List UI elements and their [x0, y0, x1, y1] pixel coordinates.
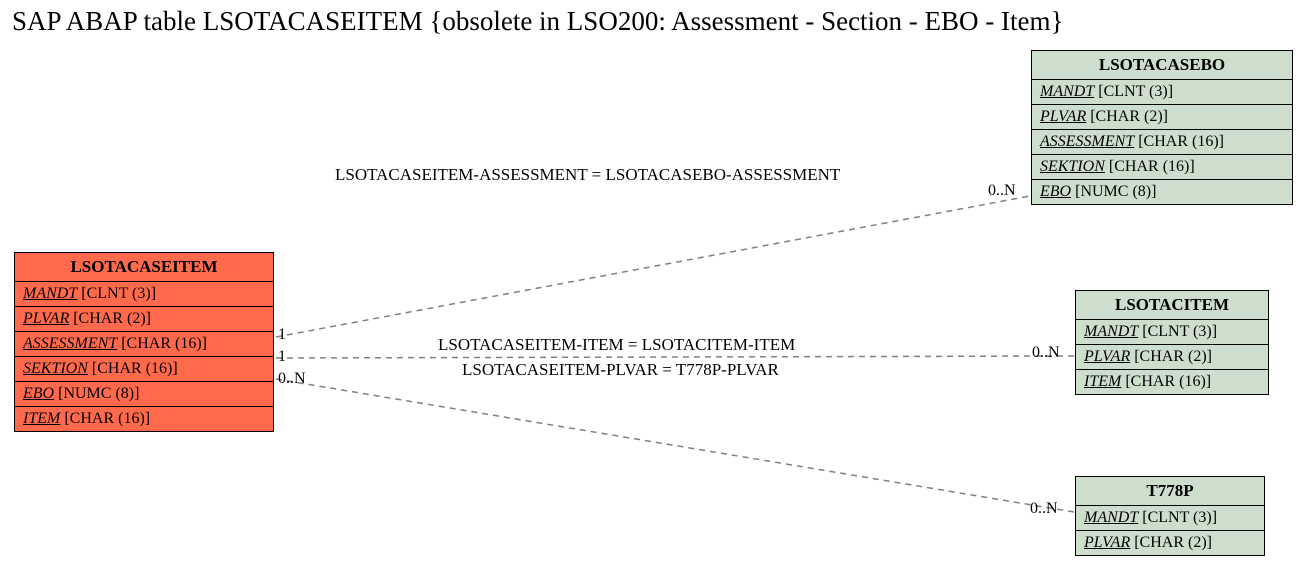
line-t778p [276, 379, 1074, 512]
field-row: MANDT [CLNT (3)] [1076, 320, 1268, 345]
cardinality-main-1b: 1 [278, 348, 286, 366]
field-name: PLVAR [1084, 348, 1130, 365]
field-row: PLVAR [CHAR (2)] [15, 307, 273, 332]
field-name: ITEM [23, 410, 60, 427]
entity-header: LSOTACASEBO [1032, 51, 1292, 80]
cardinality-main-1a: 1 [278, 326, 286, 344]
field-type: [CHAR (16)] [117, 335, 207, 352]
field-type: [CLNT (3)] [1138, 509, 1217, 526]
entity-lsotacasebo: LSOTACASEBO MANDT [CLNT (3)]PLVAR [CHAR … [1031, 50, 1293, 205]
field-row: MANDT [CLNT (3)] [15, 282, 273, 307]
field-type: [CHAR (2)] [69, 310, 151, 327]
field-type: [CHAR (2)] [1086, 108, 1168, 125]
field-type: [CHAR (16)] [60, 410, 150, 427]
field-type: [NUMC (8)] [1071, 183, 1156, 200]
entity-body: MANDT [CLNT (3)]PLVAR [CHAR (2)]ITEM [CH… [1076, 320, 1268, 394]
cardinality-t778p: 0..N [1030, 500, 1058, 518]
field-type: [CHAR (16)] [1105, 158, 1195, 175]
field-name: EBO [1040, 183, 1071, 200]
field-name: EBO [23, 385, 54, 402]
field-name: PLVAR [1084, 534, 1130, 551]
field-row: SEKTION [CHAR (16)] [1032, 155, 1292, 180]
field-type: [CHAR (2)] [1130, 534, 1212, 551]
field-type: [CHAR (16)] [1134, 133, 1224, 150]
field-row: SEKTION [CHAR (16)] [15, 357, 273, 382]
field-row: ASSESSMENT [CHAR (16)] [15, 332, 273, 357]
entity-body: MANDT [CLNT (3)]PLVAR [CHAR (2)]ASSESSME… [15, 282, 273, 431]
field-name: SEKTION [23, 360, 88, 377]
cardinality-ebo: 0..N [988, 182, 1016, 200]
line-item [276, 356, 1074, 358]
field-name: PLVAR [23, 310, 69, 327]
field-type: [CHAR (16)] [1121, 373, 1211, 390]
field-type: [CLNT (3)] [77, 285, 156, 302]
field-row: ITEM [CHAR (16)] [1076, 370, 1268, 394]
entity-lsotacaseitem: LSOTACASEITEM MANDT [CLNT (3)]PLVAR [CHA… [14, 252, 274, 432]
field-name: PLVAR [1040, 108, 1086, 125]
relation-label-assessment: LSOTACASEITEM-ASSESSMENT = LSOTACASEBO-A… [335, 165, 840, 185]
field-name: ASSESSMENT [23, 335, 117, 352]
field-row: PLVAR [CHAR (2)] [1076, 531, 1264, 555]
field-row: PLVAR [CHAR (2)] [1076, 345, 1268, 370]
field-row: ITEM [CHAR (16)] [15, 407, 273, 431]
field-row: MANDT [CLNT (3)] [1076, 506, 1264, 531]
line-ebo [276, 196, 1030, 337]
field-row: EBO [NUMC (8)] [15, 382, 273, 407]
entity-body: MANDT [CLNT (3)]PLVAR [CHAR (2)] [1076, 506, 1264, 555]
field-type: [CHAR (16)] [88, 360, 178, 377]
page-title: SAP ABAP table LSOTACASEITEM {obsolete i… [12, 6, 1063, 37]
field-type: [CLNT (3)] [1138, 323, 1217, 340]
cardinality-main-0n: 0..N [278, 370, 306, 388]
field-name: MANDT [23, 285, 77, 302]
entity-header: LSOTACASEITEM [15, 253, 273, 282]
field-type: [NUMC (8)] [54, 385, 139, 402]
relation-label-plvar: LSOTACASEITEM-PLVAR = T778P-PLVAR [462, 360, 779, 380]
field-name: ITEM [1084, 373, 1121, 390]
field-type: [CHAR (2)] [1130, 348, 1212, 365]
field-type: [CLNT (3)] [1094, 83, 1173, 100]
field-row: EBO [NUMC (8)] [1032, 180, 1292, 204]
field-name: SEKTION [1040, 158, 1105, 175]
entity-header: LSOTACITEM [1076, 291, 1268, 320]
field-name: MANDT [1040, 83, 1094, 100]
entity-lsotacitem: LSOTACITEM MANDT [CLNT (3)]PLVAR [CHAR (… [1075, 290, 1269, 395]
entity-body: MANDT [CLNT (3)]PLVAR [CHAR (2)]ASSESSME… [1032, 80, 1292, 204]
entity-t778p: T778P MANDT [CLNT (3)]PLVAR [CHAR (2)] [1075, 476, 1265, 556]
relation-label-item: LSOTACASEITEM-ITEM = LSOTACITEM-ITEM [438, 335, 795, 355]
field-row: PLVAR [CHAR (2)] [1032, 105, 1292, 130]
entity-header: T778P [1076, 477, 1264, 506]
field-name: ASSESSMENT [1040, 133, 1134, 150]
field-row: ASSESSMENT [CHAR (16)] [1032, 130, 1292, 155]
field-name: MANDT [1084, 323, 1138, 340]
cardinality-item: 0..N [1032, 344, 1060, 362]
field-row: MANDT [CLNT (3)] [1032, 80, 1292, 105]
field-name: MANDT [1084, 509, 1138, 526]
